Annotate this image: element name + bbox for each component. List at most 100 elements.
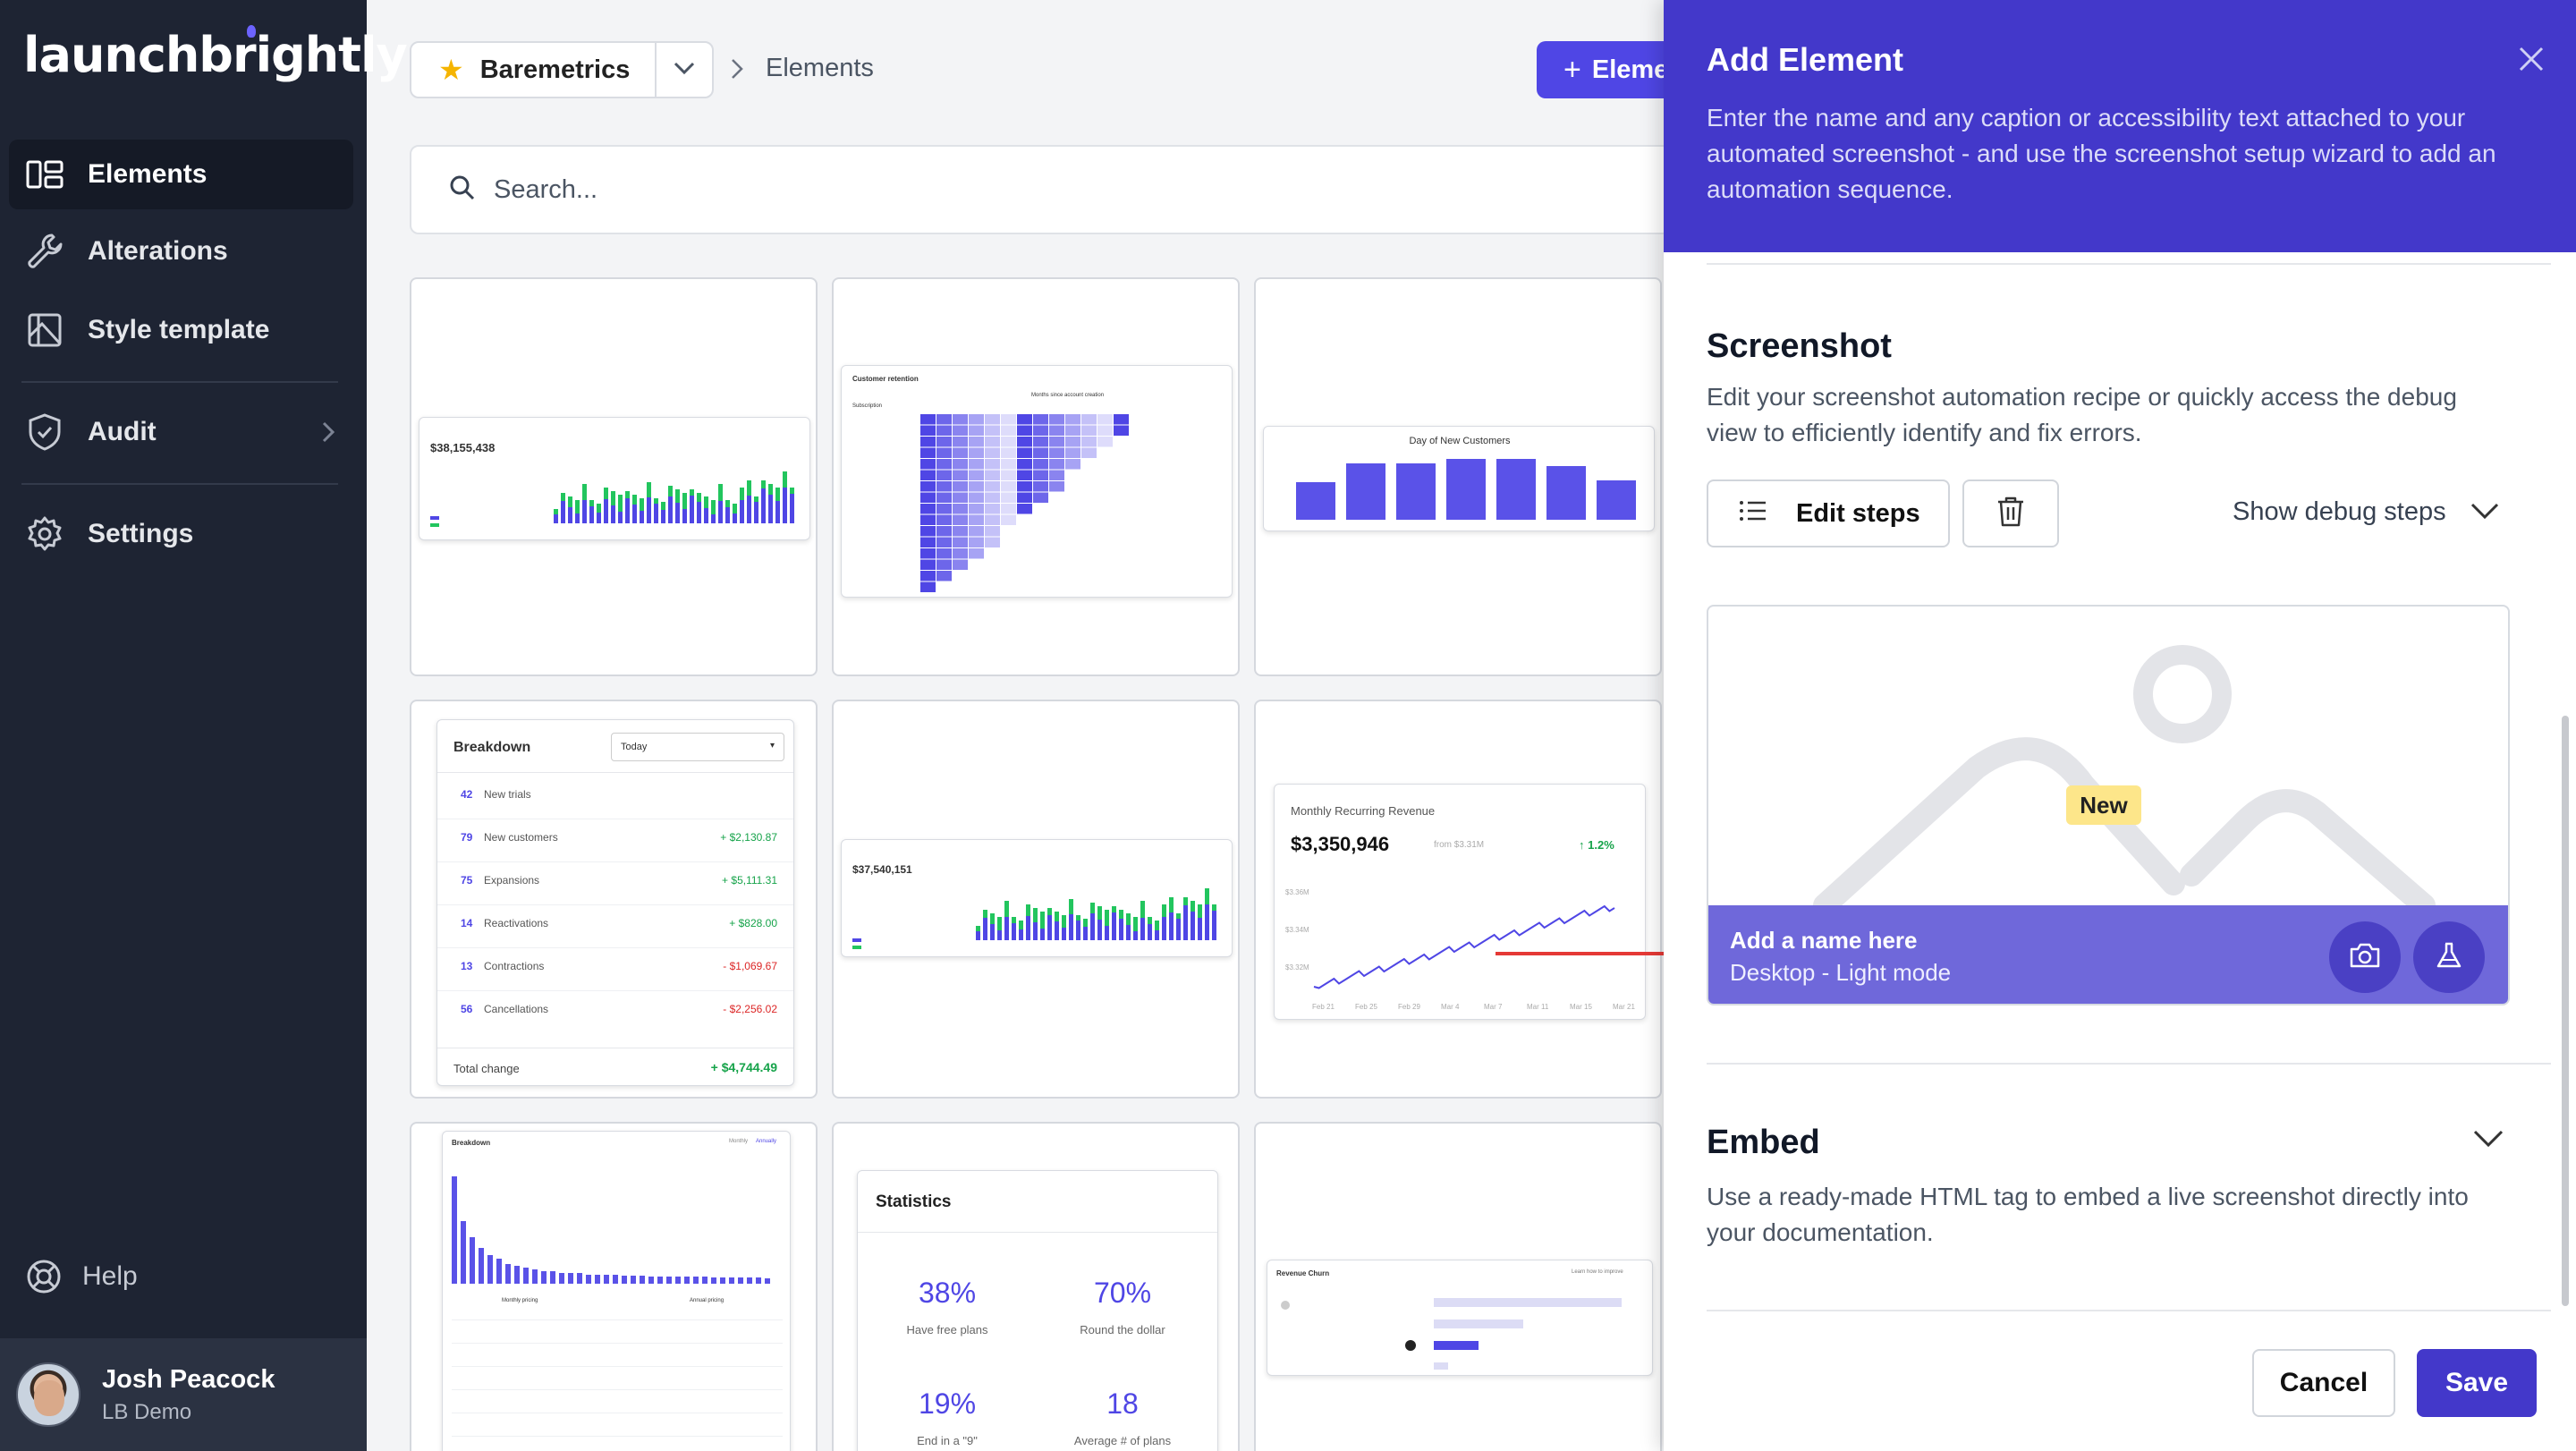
element-card-mrr[interactable]: Monthly Recurring Revenue $3,350,946 fro… [1254,700,1662,1099]
breadcrumb[interactable]: Elements [766,54,874,82]
heat-cell [936,492,952,503]
pricing-bar [523,1268,529,1284]
revenue-bar-blue [589,506,594,523]
heat-cell [985,514,1000,525]
revenue-bar-green [575,500,580,513]
revenue-bar-blue [625,498,630,523]
revenue-bar-green [1205,888,1209,904]
revenue-bar-blue [654,504,658,523]
revenue-bar-blue [597,513,601,523]
revenue-bar-green [1012,917,1016,923]
heat-cell [1065,414,1080,425]
heat-cell [920,470,936,480]
revenue-bar-green [1026,904,1030,916]
element-card-breakdown[interactable]: Breakdown Today ▾ 42 New trials 79 New cust… [410,700,818,1099]
embed-section-title[interactable]: Embed [1707,1124,1820,1161]
plus-icon: + [1563,52,1581,87]
chevron-down-icon [673,61,696,80]
element-card-retention[interactable]: Customer retention Months since account … [832,277,1240,676]
element-card-pricing-breakdown[interactable]: Breakdown Monthly Annually Monthly prici… [410,1122,818,1451]
legend-swatch [430,516,439,520]
heat-cell [920,581,936,592]
heat-cell [969,437,984,447]
edit-steps-button[interactable]: Edit steps [1707,479,1950,547]
delete-screenshot-button[interactable] [1962,479,2059,547]
help-link[interactable]: Help [25,1260,138,1294]
heat-cell [1049,437,1064,447]
app-logo[interactable]: launchbrightly [23,25,408,83]
breakdown-label: New customers [484,831,558,844]
revenue-bar-blue [675,503,680,523]
row-line [452,1389,783,1390]
revenue-bar-blue [1162,917,1166,940]
heat-cell [953,526,968,537]
revenue-bar-green [1176,913,1181,919]
heat-cell [936,437,952,447]
chevron-right-icon [321,420,335,451]
heat-cell [985,504,1000,514]
heat-cell [1097,414,1113,425]
project-select[interactable]: ★ Baremetrics [410,41,657,98]
revenue-bar-blue [1205,904,1209,940]
sidebar-item-audit[interactable]: Audit [9,397,353,467]
image-placeholder-icon [1813,645,2436,917]
sidebar-item-settings[interactable]: Settings [9,499,353,569]
user-menu[interactable]: Josh Peacock LB Demo [0,1338,367,1451]
heat-cell [936,548,952,559]
pricing-bar [505,1264,511,1284]
sidebar-item-elements[interactable]: Elements [9,140,353,209]
capture-button[interactable] [2329,921,2401,993]
heat-cell [985,470,1000,480]
churn-link: Learn how to improve [1572,1269,1623,1275]
heat-cell [1017,459,1032,470]
sidebar-item-alterations[interactable]: Alterations [9,216,353,286]
test-button[interactable] [2413,921,2485,993]
revenue-bar-green [1169,897,1174,912]
heat-cell [1049,481,1064,492]
gear-icon [25,514,64,554]
heat-cell [920,414,936,425]
revenue-bar-blue [1191,912,1195,940]
retention-title: Customer retention [852,375,919,383]
revenue-bar-green [704,496,708,508]
breakdown-count: 14 [461,917,473,929]
heat-cell [920,492,936,503]
sidebar-item-style-template[interactable]: Style template [9,295,353,365]
drawer-title: Add Element [1707,41,1904,78]
revenue-bar-blue [668,496,673,523]
save-button[interactable]: Save [2417,1349,2537,1417]
row-line [452,1436,783,1437]
retention-col: Subscription [852,403,883,409]
element-card-revenue-churn[interactable]: Revenue Churn Learn how to improve [1254,1122,1662,1451]
show-debug-steps-toggle[interactable]: Show debug steps [2233,497,2500,527]
scrollbar[interactable] [2562,716,2569,1306]
close-icon[interactable] [2515,43,2547,75]
thumbnail-retention: Customer retention Months since account … [841,365,1233,598]
pricing-bar [640,1276,645,1284]
heat-cell [1033,437,1048,447]
chevron-down-icon[interactable] [2472,1129,2504,1153]
project-dropdown-button[interactable] [655,41,714,98]
heat-cell [1033,481,1048,492]
revenue-bar-blue [1112,912,1116,940]
screenshot-name[interactable]: Add a name here [1730,927,1918,954]
revenue-bar-blue [976,931,980,940]
embed-section-description: Use a ready-made HTML tag to embed a liv… [1707,1183,2469,1246]
thumbnail-mrr: Monthly Recurring Revenue $3,350,946 fro… [1274,784,1646,1020]
element-card-new-customers[interactable]: Day of New Customers [1254,277,1662,676]
element-card-statistics[interactable]: Statistics 38% Have free plans 70% Round th… [832,1122,1240,1451]
element-card-revenue-2[interactable]: $37,540,151 [832,700,1240,1099]
screenshot-preview[interactable]: New Add a name here Desktop - Light mode [1707,605,2510,1006]
heat-cell [1033,425,1048,436]
search-input[interactable] [494,174,1209,205]
mrr-change: ↑ 1.2% [1579,838,1614,852]
heat-cell [953,425,968,436]
element-card-revenue[interactable]: $38,155,438 [410,277,818,676]
revenue-bar-blue [1126,925,1131,940]
cancel-button[interactable]: Cancel [2252,1349,2395,1417]
heat-cell [1001,459,1016,470]
revenue-bar-blue [1033,922,1038,940]
mrr-x-tick: Mar 21 [1613,1003,1635,1011]
churn-title: Revenue Churn [1276,1269,1330,1277]
revenue-bar-blue [690,496,694,523]
